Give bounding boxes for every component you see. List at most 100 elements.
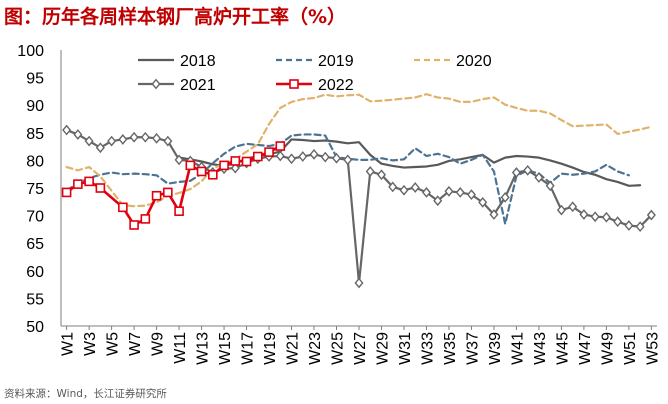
- y-tick-label: 85: [26, 126, 44, 143]
- x-tick-label: W11: [172, 332, 189, 364]
- data-point-2022: [151, 190, 162, 201]
- series-2019: [65, 133, 630, 225]
- legend-marker-2022: [289, 79, 299, 89]
- x-tick-label: W39: [487, 332, 504, 365]
- data-point-2021: [331, 152, 342, 164]
- x-tick-label: W53: [644, 332, 661, 365]
- x-tick-label: W23: [307, 332, 324, 365]
- data-point-2022: [61, 187, 72, 198]
- y-tick-label: 60: [26, 264, 44, 281]
- data-point-2022: [264, 147, 274, 157]
- data-point-2022: [230, 156, 241, 166]
- data-point-2021: [646, 209, 656, 221]
- data-point-2021: [466, 189, 476, 201]
- y-tick-label: 90: [26, 98, 44, 115]
- data-point-2022: [252, 151, 263, 162]
- data-point-2021: [230, 162, 240, 174]
- data-point-2022: [196, 166, 207, 177]
- x-tick-label: W51: [622, 332, 639, 365]
- data-point-2021: [118, 134, 128, 145]
- data-point-2021: [601, 211, 611, 223]
- series-layer: [61, 93, 656, 289]
- data-point-2021: [140, 131, 150, 143]
- data-point-2022: [140, 214, 151, 224]
- data-point-2021: [365, 166, 375, 177]
- series-line-2021: [65, 128, 653, 285]
- legend-item-2018: 2018: [138, 53, 216, 70]
- legend-label-2021: 2021: [180, 77, 216, 94]
- legend-label-2020: 2020: [456, 53, 492, 70]
- legend-label-2019: 2019: [318, 53, 354, 70]
- data-point-2021: [455, 187, 465, 198]
- data-point-2022: [95, 183, 106, 193]
- data-point-2021: [388, 181, 398, 193]
- x-tick-label: W1: [60, 332, 77, 356]
- series-line-2020: [65, 93, 653, 208]
- x-tick-label: W43: [532, 332, 549, 365]
- x-tick-label: W13: [195, 332, 212, 365]
- data-point-2021: [152, 132, 162, 144]
- data-point-2021: [534, 172, 544, 183]
- legend-item-2019: 2019: [276, 53, 354, 70]
- y-tick-label: 55: [26, 291, 44, 308]
- legend-item-2022: 2022: [276, 77, 354, 94]
- legend: 2018 2019 2020 2021 2022: [138, 53, 492, 94]
- data-point-2022: [118, 202, 128, 213]
- x-tick-label: W33: [419, 332, 436, 365]
- data-point-2021: [73, 129, 83, 140]
- data-point-2021: [275, 150, 285, 162]
- y-tick-label: 50: [26, 319, 44, 336]
- data-point-2021: [523, 164, 533, 176]
- x-tick-label: W49: [599, 332, 616, 365]
- x-tick-label: W25: [330, 332, 347, 365]
- chart-title: 图：历年各周样本钢厂高炉开工率（%）: [4, 6, 347, 28]
- x-tick-label: W17: [240, 332, 257, 365]
- data-point-2021: [354, 277, 364, 289]
- legend-label-2018: 2018: [180, 53, 216, 70]
- data-point-2021: [624, 220, 634, 231]
- data-point-2021: [568, 201, 578, 213]
- legend-marker-2021: [151, 78, 161, 90]
- y-tick-label: 75: [26, 181, 44, 198]
- data-point-2022: [185, 160, 196, 171]
- data-point-2021: [287, 153, 297, 165]
- x-tick-label: W19: [262, 332, 279, 365]
- data-point-2021: [174, 154, 184, 166]
- x-tick-label: W29: [374, 332, 391, 365]
- data-point-2021: [129, 131, 139, 143]
- y-tick-label: 65: [26, 236, 44, 253]
- data-point-2021: [84, 135, 94, 147]
- y-tick-label: 95: [26, 71, 44, 88]
- x-tick-label: W31: [397, 332, 414, 365]
- data-point-2022: [241, 156, 252, 167]
- y-tick-label: 70: [26, 209, 44, 226]
- x-tick-label: W35: [442, 332, 459, 365]
- data-point-2022: [129, 220, 139, 230]
- series-2020: [65, 93, 653, 208]
- data-point-2021: [556, 204, 566, 216]
- x-tick-label: W9: [150, 332, 167, 356]
- x-tick-label: W37: [464, 332, 481, 365]
- data-point-2021: [500, 191, 510, 203]
- x-tick-label: W5: [105, 332, 122, 356]
- series-2022: [61, 141, 286, 230]
- data-point-2022: [208, 169, 218, 180]
- data-point-2021: [613, 216, 623, 228]
- x-tick-label: W3: [82, 332, 99, 356]
- x-tick-label: W45: [554, 332, 571, 365]
- legend-item-2020: 2020: [414, 53, 492, 70]
- x-tick-label: W15: [217, 332, 234, 365]
- data-point-2021: [421, 187, 431, 198]
- data-point-2021: [511, 167, 521, 178]
- data-point-2021: [399, 184, 409, 196]
- data-point-2021: [298, 151, 308, 162]
- data-point-2021: [95, 142, 105, 154]
- data-point-2022: [219, 160, 229, 171]
- x-tick-label: W7: [127, 332, 144, 356]
- data-point-2022: [84, 176, 94, 187]
- x-tick-label: W47: [577, 332, 594, 365]
- y-tick-label: 100: [17, 43, 44, 60]
- data-point-2021: [343, 154, 353, 166]
- data-point-2021: [309, 148, 319, 160]
- x-tick-label: W41: [509, 332, 526, 365]
